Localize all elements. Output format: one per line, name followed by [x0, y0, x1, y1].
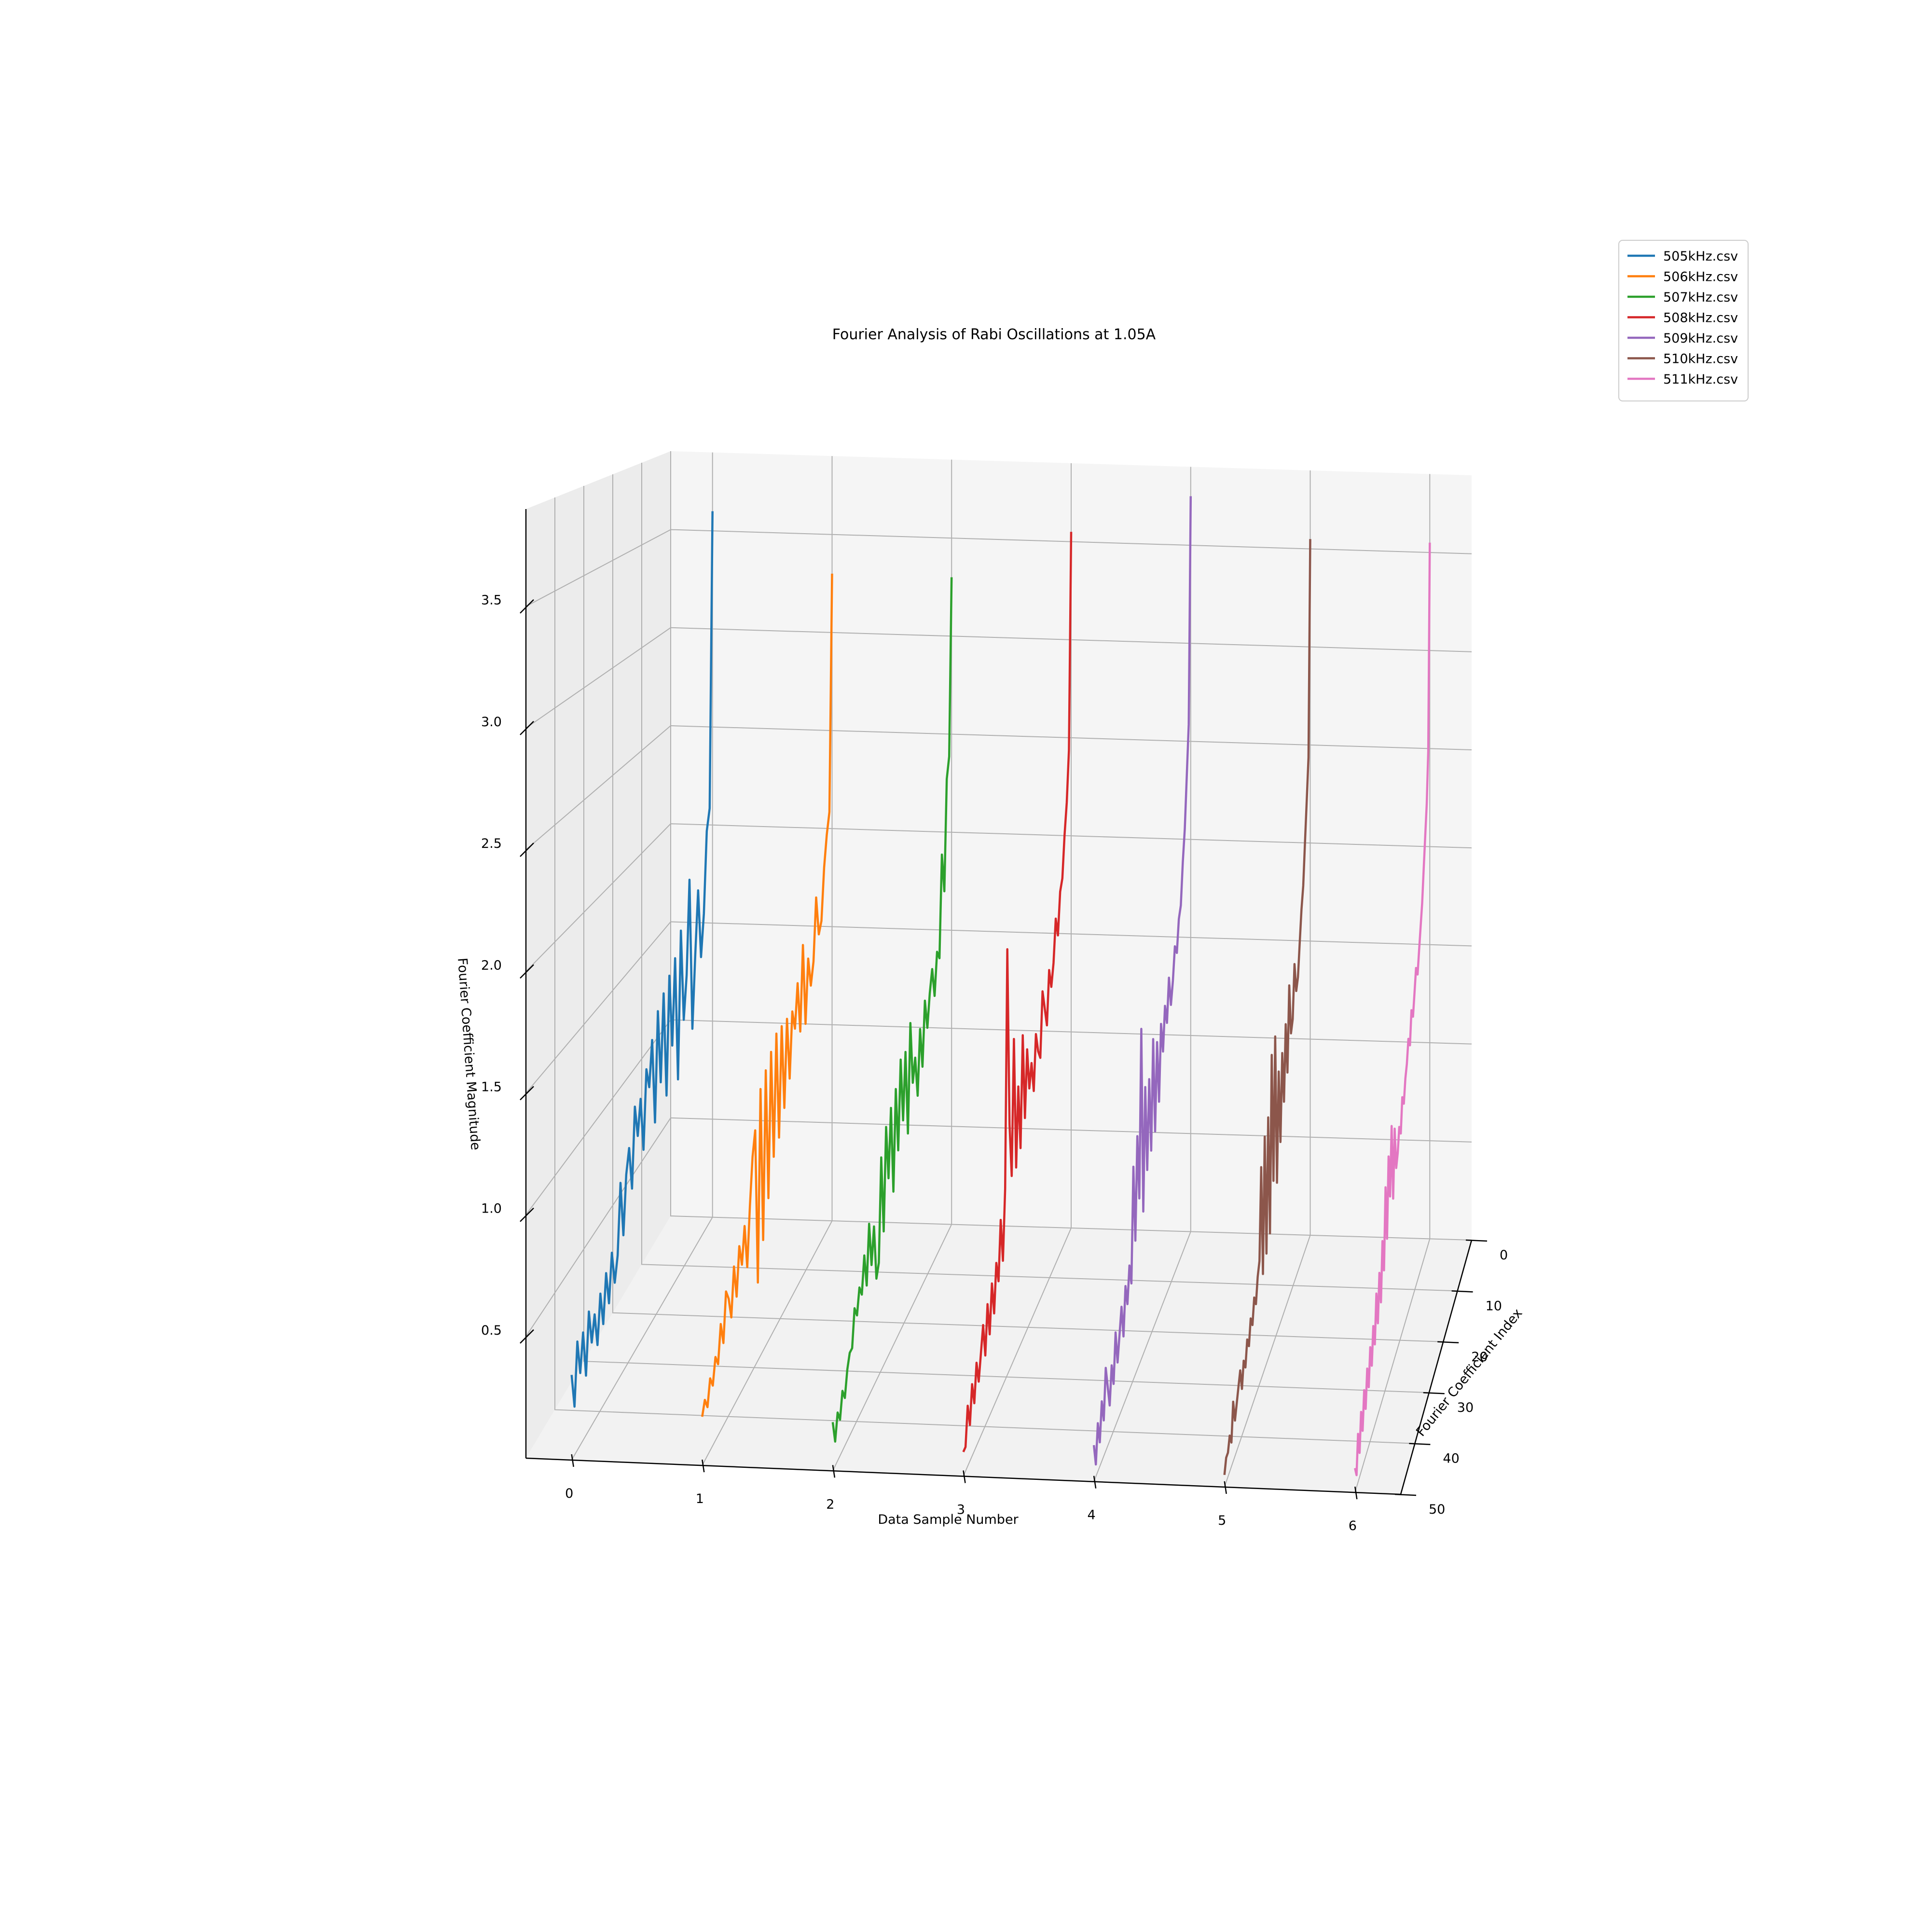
x-tick-label: 2 [826, 1497, 834, 1512]
z-tick-label: 2.5 [481, 836, 502, 851]
grid-line-z [525, 1117, 1472, 1337]
grid-line-y [612, 474, 1444, 1342]
grid-line-y [554, 497, 1415, 1444]
x-tick-label: 0 [565, 1486, 573, 1501]
series-line-509khz-csv [1092, 496, 1192, 1466]
legend: 505kHz.csv 506kHz.csv 507kHz.csv 508kHz.csv… [1618, 240, 1749, 401]
x-tick [571, 1454, 574, 1467]
x-tick-label: 6 [1349, 1518, 1357, 1533]
x-tick [1224, 1481, 1227, 1494]
z-tick [520, 1207, 534, 1222]
series-line-507khz-csv [831, 577, 953, 1443]
series-line-505khz-csv [570, 511, 714, 1408]
series-line-510khz-csv [1223, 539, 1311, 1475]
grid-line-z [525, 725, 1472, 850]
x-tick [832, 1465, 836, 1478]
grid-line-z [525, 823, 1472, 972]
y-tick-label: 10 [1486, 1298, 1502, 1313]
floor-pane [526, 1216, 1472, 1494]
z-tick-label: 2.0 [481, 958, 502, 973]
series-line-511khz-csv [1354, 542, 1431, 1477]
grid-line-y [641, 463, 1458, 1292]
x-tick [963, 1470, 966, 1483]
y-tick-label: 40 [1443, 1451, 1459, 1466]
z-tick-label: 0.5 [481, 1323, 502, 1338]
y-tick [1437, 1341, 1459, 1344]
grid-line-z [525, 529, 1472, 607]
z-tick [520, 964, 534, 979]
x-tick-label: 5 [1218, 1513, 1226, 1528]
y-tick-label: 50 [1429, 1502, 1445, 1517]
axes [525, 509, 1473, 1495]
y-tick [1465, 1239, 1488, 1242]
y-tick-label: 20 [1471, 1350, 1488, 1365]
grid-line-z [525, 627, 1472, 729]
z-tick-label: 3.5 [481, 593, 502, 608]
legend-label: 505kHz.csv [1663, 249, 1738, 264]
z-axis-label: Fourier Coefficient Magnitude [455, 957, 483, 1151]
series-line-508khz-csv [962, 532, 1073, 1453]
legend-box [1618, 240, 1749, 401]
legend-label: 511kHz.csv [1663, 372, 1738, 387]
x-tick-label: 4 [1088, 1508, 1096, 1523]
grid-line-y [583, 486, 1429, 1394]
x-tick [702, 1459, 705, 1473]
z-tick-label: 1.0 [481, 1201, 502, 1216]
y-tick [1451, 1290, 1473, 1293]
y-tick [1394, 1493, 1417, 1496]
legend-label: 509kHz.csv [1663, 331, 1738, 346]
z-tick [520, 842, 534, 857]
x-axis-line [525, 1457, 1401, 1495]
z-tick-label: 3.0 [481, 715, 502, 730]
legend-label: 507kHz.csv [1663, 290, 1738, 305]
grid-line-y [670, 451, 1472, 1241]
z-tick [520, 1086, 534, 1101]
chart-title: Fourier Analysis of Rabi Oscillations at… [832, 326, 1156, 343]
z-tick [520, 1329, 534, 1344]
y-tick [1409, 1443, 1431, 1445]
x-tick [1093, 1476, 1097, 1489]
x-tick-label: 3 [957, 1503, 965, 1518]
y-tick-label: 0 [1500, 1248, 1508, 1263]
series-lines [570, 496, 1431, 1477]
x-axis-label: Data Sample Number [878, 1512, 1019, 1527]
legend-label: 508kHz.csv [1663, 311, 1738, 326]
y-tick-label: 30 [1457, 1400, 1474, 1415]
legend-label: 506kHz.csv [1663, 270, 1738, 285]
y-tick [1423, 1392, 1445, 1394]
x-tick [1354, 1486, 1358, 1500]
z-tick [520, 721, 534, 735]
y-axis-line [1400, 1240, 1473, 1495]
x-tick-label: 1 [696, 1491, 704, 1506]
grid-line-z [525, 921, 1472, 1094]
series-line-506khz-csv [701, 573, 833, 1417]
z-tick-label: 1.5 [481, 1079, 502, 1094]
legend-label: 510kHz.csv [1663, 352, 1738, 367]
z-tick [520, 599, 534, 614]
tick-labels: 0 1 2 3 4 5 6 0 10 20 30 40 50 0.5 1.0 1.5 2.0 2.5 3.0 3.5 [481, 593, 1508, 1533]
